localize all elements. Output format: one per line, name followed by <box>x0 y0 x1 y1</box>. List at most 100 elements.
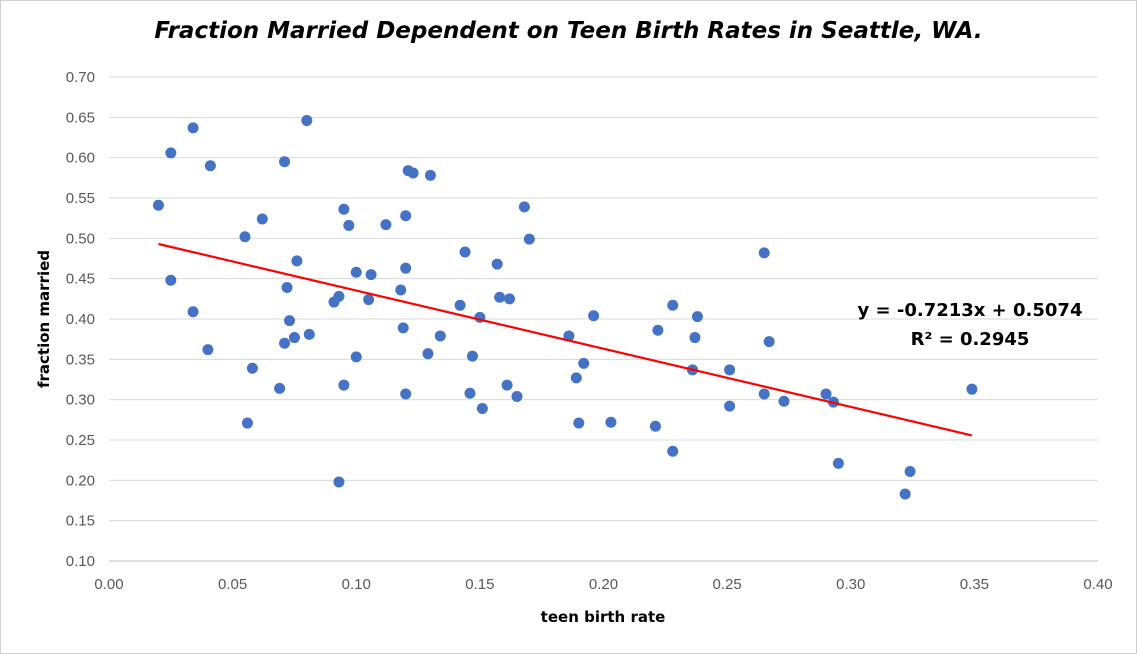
data-point <box>422 348 434 360</box>
data-point <box>491 258 503 270</box>
data-point <box>605 416 617 428</box>
trendline-equation: y = -0.7213x + 0.5074 <box>858 300 1083 321</box>
data-point <box>667 445 679 457</box>
data-point <box>246 362 258 374</box>
data-point <box>301 115 313 127</box>
y-tick-label: 0.70 <box>66 69 95 86</box>
data-point <box>204 160 216 172</box>
data-point <box>691 311 703 323</box>
data-point <box>459 246 471 258</box>
data-point <box>904 465 916 477</box>
y-tick-label: 0.35 <box>66 351 95 368</box>
data-point <box>333 290 345 302</box>
data-point <box>279 156 291 168</box>
data-point <box>424 169 436 181</box>
data-point <box>832 457 844 469</box>
data-point <box>563 330 575 342</box>
data-point <box>434 330 446 342</box>
data-point <box>187 122 199 134</box>
gridlines <box>109 76 1098 562</box>
data-point <box>397 322 409 334</box>
x-tick-label: 0.20 <box>589 576 618 593</box>
y-tick-label: 0.25 <box>66 432 95 449</box>
data-point <box>400 210 412 222</box>
data-point <box>504 293 516 305</box>
data-point <box>400 388 412 400</box>
x-tick-label: 0.40 <box>1083 576 1112 593</box>
y-tick-label: 0.10 <box>66 553 95 570</box>
data-point <box>763 336 775 348</box>
data-point <box>363 294 375 306</box>
data-point <box>518 201 530 213</box>
x-tick-label: 0.30 <box>836 576 865 593</box>
data-point <box>464 387 476 399</box>
data-point <box>778 395 790 407</box>
data-point <box>724 364 736 376</box>
data-point <box>501 379 513 391</box>
y-tick-label: 0.65 <box>66 109 95 126</box>
x-tick-label: 0.05 <box>218 576 247 593</box>
y-tick-label: 0.60 <box>66 150 95 167</box>
data-point <box>570 372 582 384</box>
data-point <box>256 213 268 225</box>
data-point <box>365 269 377 281</box>
data-point <box>578 357 590 369</box>
data-point <box>338 203 350 215</box>
y-tick-labels: 0.10 0.15 0.20 0.25 0.30 0.35 0.40 0.45 0.50 0.55… <box>66 69 95 570</box>
x-tick-labels: 0.00 0.05 0.10 0.15 0.20 0.25 0.30 0.35 0.40 <box>94 576 1112 593</box>
data-point <box>400 262 412 274</box>
data-point <box>667 299 679 311</box>
x-tick-label: 0.10 <box>342 576 371 593</box>
data-point <box>343 219 355 231</box>
data-point <box>152 199 164 211</box>
data-point <box>899 488 911 500</box>
data-point <box>291 255 303 267</box>
data-point <box>380 219 392 231</box>
y-tick-label: 0.30 <box>66 392 95 409</box>
data-point <box>165 147 177 159</box>
data-point <box>966 383 978 395</box>
y-tick-label: 0.15 <box>66 513 95 530</box>
data-point <box>466 350 478 362</box>
data-point <box>202 344 214 356</box>
data-point <box>283 315 295 327</box>
x-tick-label: 0.25 <box>713 576 742 593</box>
data-point <box>241 417 253 429</box>
data-point <box>494 291 506 303</box>
data-point <box>281 282 293 294</box>
y-tick-label: 0.40 <box>66 311 95 328</box>
data-point <box>288 332 300 344</box>
data-point <box>511 390 523 402</box>
data-point <box>689 332 701 344</box>
data-point <box>649 420 661 432</box>
data-point <box>338 379 350 391</box>
data-point <box>454 299 466 311</box>
data-point <box>279 337 291 349</box>
x-tick-label: 0.15 <box>465 576 494 593</box>
y-tick-label: 0.55 <box>66 190 95 207</box>
data-point <box>588 310 600 322</box>
y-axis-title: fraction married <box>35 250 53 388</box>
data-point <box>333 476 345 488</box>
x-axis-title: teen birth rate <box>541 608 666 626</box>
data-point <box>350 351 362 363</box>
data-point <box>165 274 177 286</box>
x-tick-label: 0.00 <box>94 576 123 593</box>
data-point <box>758 247 770 259</box>
data-point <box>758 388 770 400</box>
data-point <box>407 167 419 179</box>
y-tick-label: 0.50 <box>66 230 95 247</box>
data-point <box>274 382 286 394</box>
data-point <box>476 403 488 415</box>
x-tick-label: 0.35 <box>960 576 989 593</box>
data-points <box>152 115 978 500</box>
data-point <box>350 266 362 278</box>
data-point <box>187 306 199 318</box>
y-tick-label: 0.20 <box>66 472 95 489</box>
data-point <box>573 417 585 429</box>
data-point <box>303 328 315 340</box>
chart-title: Fraction Married Dependent on Teen Birth… <box>154 18 983 44</box>
data-point <box>523 233 535 245</box>
